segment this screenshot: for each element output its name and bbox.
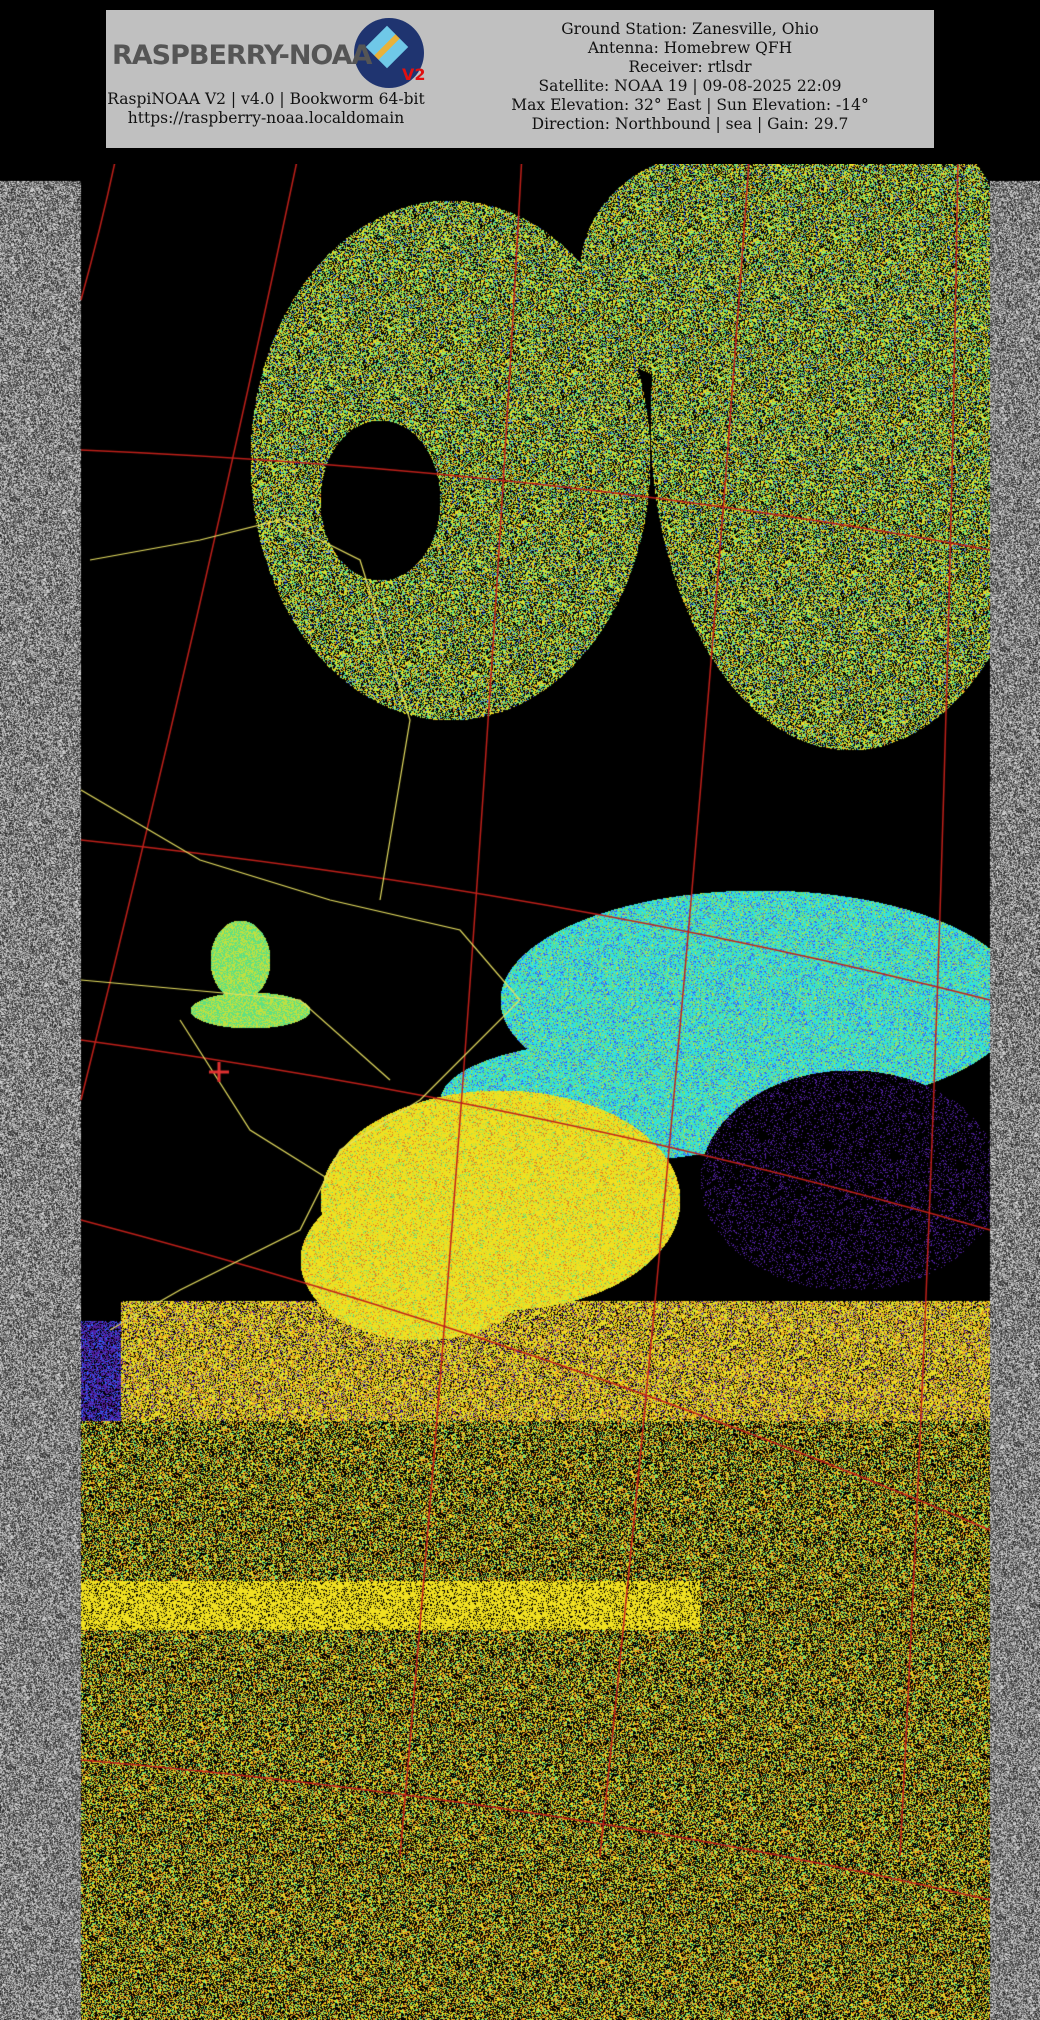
logo-text: RASPBERRY-NOAA xyxy=(112,40,372,71)
satellite-pass: Satellite: NOAA 19 | 09-08-2025 22:09 xyxy=(538,77,842,95)
elevation: Max Elevation: 32° East | Sun Elevation:… xyxy=(511,96,869,114)
software-info: RaspiNOAA V2 | v4.0 | Bookworm 64-bit ht… xyxy=(106,90,426,128)
receiver: Receiver: rtlsdr xyxy=(628,58,752,76)
raspberry-noaa-logo: RASPBERRY-NOAA V2 xyxy=(110,14,430,92)
pass-info-header: RASPBERRY-NOAA V2 RaspiNOAA V2 | v4.0 | … xyxy=(106,10,934,148)
url-line: https://raspberry-noaa.localdomain xyxy=(127,109,405,127)
logo-badge: V2 xyxy=(402,65,426,84)
station-info: Ground Station: Zanesville, Ohio Antenna… xyxy=(446,20,934,134)
satellite-image xyxy=(0,164,1040,2020)
antenna: Antenna: Homebrew QFH xyxy=(587,39,793,57)
version-line: RaspiNOAA V2 | v4.0 | Bookworm 64-bit xyxy=(107,90,425,108)
ground-station: Ground Station: Zanesville, Ohio xyxy=(561,20,819,38)
direction-gain: Direction: Northbound | sea | Gain: 29.7 xyxy=(531,115,849,133)
